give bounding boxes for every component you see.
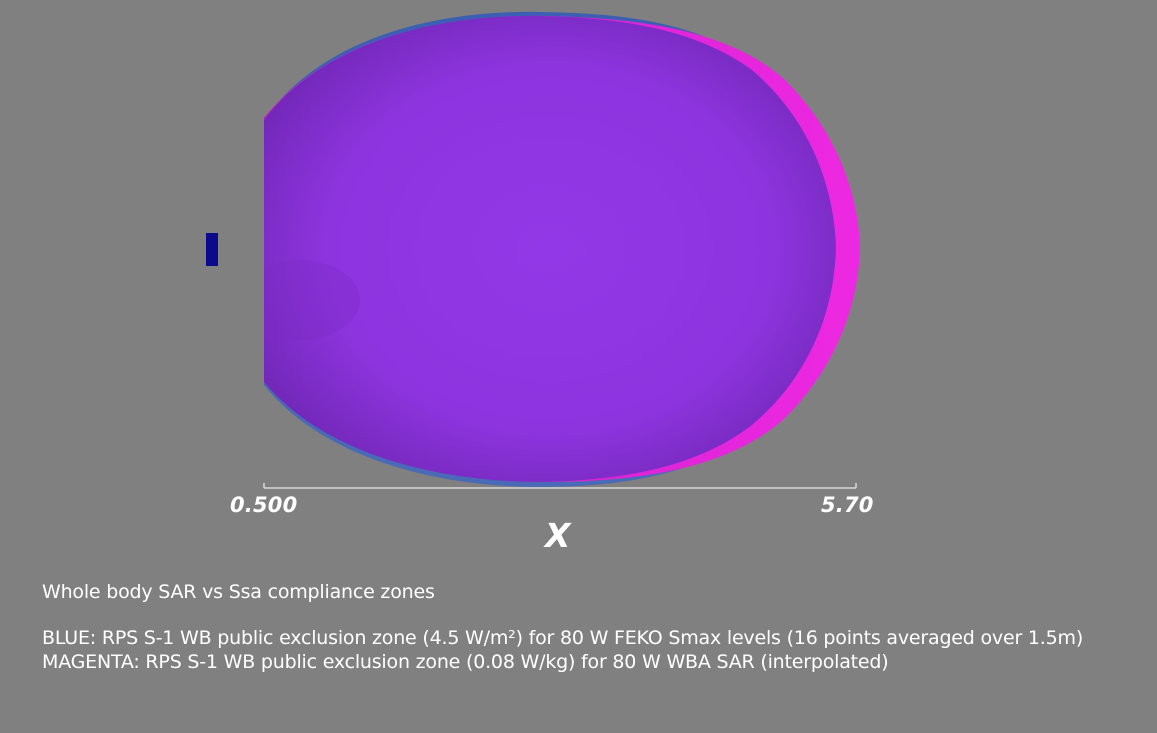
- x-axis: [263, 483, 857, 489]
- axis-min-label: 0.500: [230, 493, 298, 517]
- caption-blue-zone: BLUE: RPS S-1 WB public exclusion zone (…: [42, 627, 1084, 649]
- axis-title: X: [545, 516, 571, 555]
- caption-magenta-zone: MAGENTA: RPS S-1 WB public exclusion zon…: [42, 651, 889, 673]
- surface-shading: [264, 260, 360, 340]
- overlap-zone: [264, 15, 836, 482]
- caption-title: Whole body SAR vs Ssa compliance zones: [42, 581, 435, 603]
- 3d-viewport[interactable]: [0, 0, 1157, 560]
- axis-max-label: 5.70: [821, 493, 874, 517]
- antenna-marker: [206, 233, 218, 266]
